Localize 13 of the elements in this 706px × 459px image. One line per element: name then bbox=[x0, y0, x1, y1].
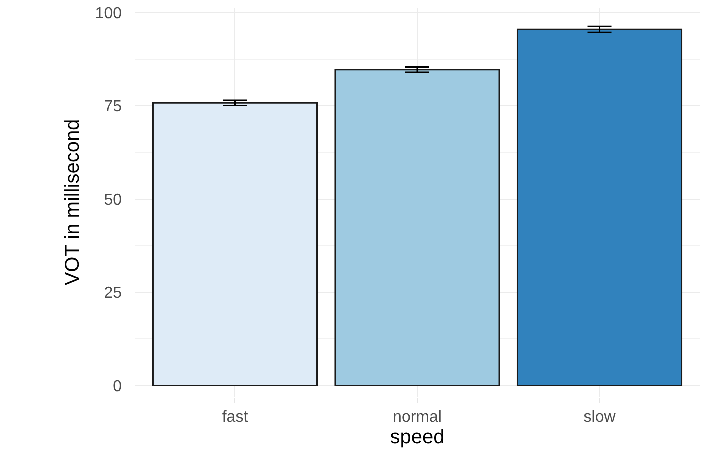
x-tick-label: fast bbox=[222, 409, 249, 426]
x-tick-label: slow bbox=[584, 409, 616, 426]
y-tick-label: 75 bbox=[104, 98, 122, 116]
y-tick-label: 50 bbox=[104, 192, 122, 209]
bar bbox=[152, 102, 318, 387]
x-axis-title: speed bbox=[390, 426, 445, 449]
x-tick-label: normal bbox=[393, 409, 442, 426]
y-tick-label: 100 bbox=[95, 5, 122, 22]
bar bbox=[334, 69, 500, 387]
y-axis-title: VOT in millisecond bbox=[62, 119, 84, 286]
bar bbox=[516, 28, 683, 387]
y-tick-label: 25 bbox=[104, 285, 122, 302]
y-tick-label: 0 bbox=[113, 378, 122, 396]
